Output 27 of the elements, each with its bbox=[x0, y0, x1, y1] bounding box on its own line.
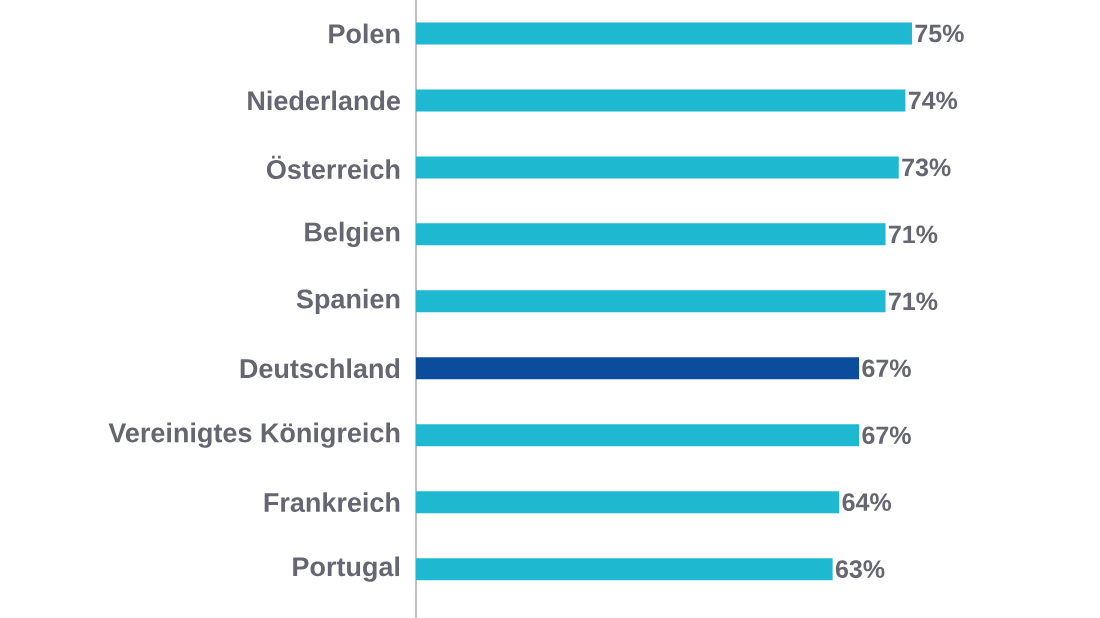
y-tick-label: Österreich bbox=[266, 155, 400, 180]
bar bbox=[416, 558, 833, 581]
bar bbox=[416, 223, 886, 246]
data-label: 71% bbox=[889, 225, 938, 244]
data-label: 71% bbox=[889, 292, 938, 311]
data-label: 67% bbox=[862, 359, 911, 378]
data-label: 75% bbox=[915, 24, 964, 43]
data-label: 74% bbox=[908, 91, 958, 110]
bar bbox=[416, 357, 860, 380]
y-tick-label: Niederlande bbox=[248, 90, 400, 111]
y-tick-label: Spanien bbox=[296, 288, 400, 314]
y-tick-label: Portugal bbox=[293, 556, 400, 582]
data-label: 64% bbox=[842, 493, 892, 512]
y-tick-label: Frankreich bbox=[264, 492, 400, 513]
y-tick-label: Deutschland bbox=[240, 358, 400, 379]
bar bbox=[416, 491, 840, 514]
y-tick-label: Vereinigtes Königreich bbox=[108, 422, 400, 448]
y-tick-label: Polen bbox=[329, 23, 400, 44]
y-tick-label: Belgien bbox=[305, 221, 400, 247]
data-label: 67% bbox=[862, 426, 911, 445]
bar bbox=[416, 22, 912, 45]
data-label: 73% bbox=[902, 158, 951, 177]
data-label: 63% bbox=[835, 560, 885, 578]
bar bbox=[416, 290, 886, 313]
bar bbox=[416, 156, 899, 179]
bar bbox=[416, 89, 906, 112]
bar bbox=[416, 424, 860, 447]
